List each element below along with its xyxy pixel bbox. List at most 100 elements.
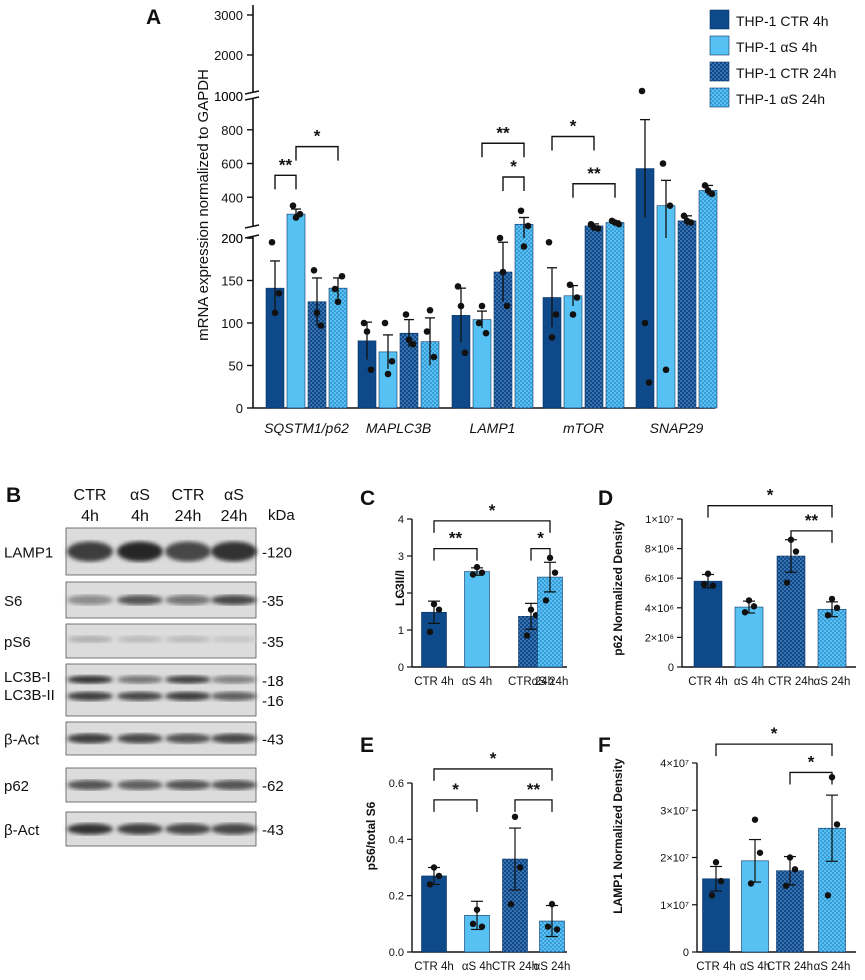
data-point xyxy=(545,238,553,246)
data-point xyxy=(503,302,511,310)
data-point xyxy=(469,920,477,928)
y-tick-label: 200 xyxy=(221,231,243,246)
axis-break xyxy=(245,92,717,98)
bar xyxy=(605,222,625,409)
significance-bracket xyxy=(551,135,595,151)
blot-band xyxy=(117,823,163,835)
data-point xyxy=(745,597,753,604)
y-tick-label: 0 xyxy=(668,662,674,674)
significance-bracket xyxy=(433,547,478,561)
data-point xyxy=(569,311,577,318)
bar xyxy=(698,190,718,409)
significance-bracket xyxy=(295,145,339,161)
data-point xyxy=(289,202,297,209)
data-point xyxy=(524,222,532,230)
category-label: CTR 4h xyxy=(688,676,728,688)
legend-label: THP-1 CTR 4h xyxy=(736,13,829,29)
y-tick-label: 6×10⁶ xyxy=(645,573,674,585)
significance-label: * xyxy=(510,157,517,176)
axis-break-mark xyxy=(244,90,260,95)
data-point xyxy=(457,302,465,310)
bar xyxy=(776,555,806,668)
panel-label-f: F xyxy=(598,734,611,757)
blot-kda: -43 xyxy=(262,822,284,839)
significance-bracket xyxy=(514,799,553,812)
y-tick-label: 0 xyxy=(398,662,404,674)
y-tick-label: 1000 xyxy=(214,89,243,104)
significance-label: * xyxy=(767,486,774,505)
axis-break-mark xyxy=(244,234,260,239)
bar xyxy=(817,608,847,668)
panel-label-d: D xyxy=(598,487,613,510)
y-tick-label: 800 xyxy=(221,123,243,138)
y-tick-label: 3 xyxy=(398,551,404,563)
data-point xyxy=(360,319,368,327)
data-point xyxy=(638,87,646,95)
data-point xyxy=(381,319,389,327)
y-tick-label: 1×10⁷ xyxy=(660,900,689,912)
blot-band xyxy=(67,780,113,790)
data-point xyxy=(590,224,598,231)
significance-bracket xyxy=(572,183,616,198)
data-point xyxy=(426,306,434,314)
data-point xyxy=(548,900,556,908)
data-point xyxy=(388,357,396,365)
data-point xyxy=(478,569,486,576)
data-point xyxy=(478,302,486,310)
y-tick-label: 0 xyxy=(683,947,689,959)
lane-label: 4h xyxy=(81,508,99,525)
category-label: LAMP1 xyxy=(470,420,516,436)
data-point xyxy=(741,609,749,616)
y-tick-label: 0.0 xyxy=(389,947,404,959)
category-label: αS 24h xyxy=(814,961,851,973)
significance-bracket xyxy=(433,520,551,533)
panel-c-ylabel: LC3II/I xyxy=(393,570,407,606)
blot-band xyxy=(117,691,163,701)
significance-bracket xyxy=(274,174,297,190)
category-label: αS 4h xyxy=(734,676,764,688)
y-tick-label: 0 xyxy=(236,401,243,416)
legend-swatch xyxy=(709,87,730,108)
blot-band xyxy=(67,733,113,744)
data-point xyxy=(430,600,438,608)
category-label: SNAP29 xyxy=(650,420,704,436)
data-point xyxy=(409,340,417,348)
blot-kda: -62 xyxy=(262,778,284,795)
blot-name: β-Act xyxy=(4,822,40,839)
kda-label: kDa xyxy=(268,507,295,524)
blot-band xyxy=(117,635,163,643)
data-point xyxy=(268,238,276,246)
y-tick-label: 400 xyxy=(221,190,243,205)
data-point xyxy=(700,580,708,588)
panel-label-c: C xyxy=(360,487,375,510)
panel-f-ylabel: LAMP1 Normalized Density xyxy=(611,758,625,914)
y-tick-label: 0.2 xyxy=(389,891,404,903)
significance-label: * xyxy=(537,529,544,548)
data-point xyxy=(331,285,339,293)
blot-band xyxy=(211,780,257,790)
bars-group xyxy=(265,87,718,409)
category-label: αS 4h xyxy=(462,961,492,973)
category-label: CTR 24h xyxy=(768,676,814,688)
data-point xyxy=(712,859,720,866)
blot-name: pS6 xyxy=(4,634,31,651)
significance-bracket xyxy=(481,142,525,158)
data-point xyxy=(426,628,434,636)
legend-label: THP-1 αS 24h xyxy=(736,91,825,107)
bar xyxy=(693,580,723,668)
axis-break-mark xyxy=(244,96,260,101)
y-tick-label: 1×10⁷ xyxy=(645,514,674,526)
y-tick-label: 200 xyxy=(221,231,243,246)
panel-label-a: A xyxy=(146,6,161,29)
category-label: SQSTM1/p62 xyxy=(264,420,349,436)
data-point xyxy=(516,864,524,871)
data-point xyxy=(824,892,832,899)
blot-band xyxy=(165,823,211,835)
data-point xyxy=(334,298,342,306)
data-point xyxy=(435,606,443,613)
axis-break xyxy=(245,226,717,236)
blot-band xyxy=(117,780,163,790)
significance-label: ** xyxy=(279,155,293,174)
